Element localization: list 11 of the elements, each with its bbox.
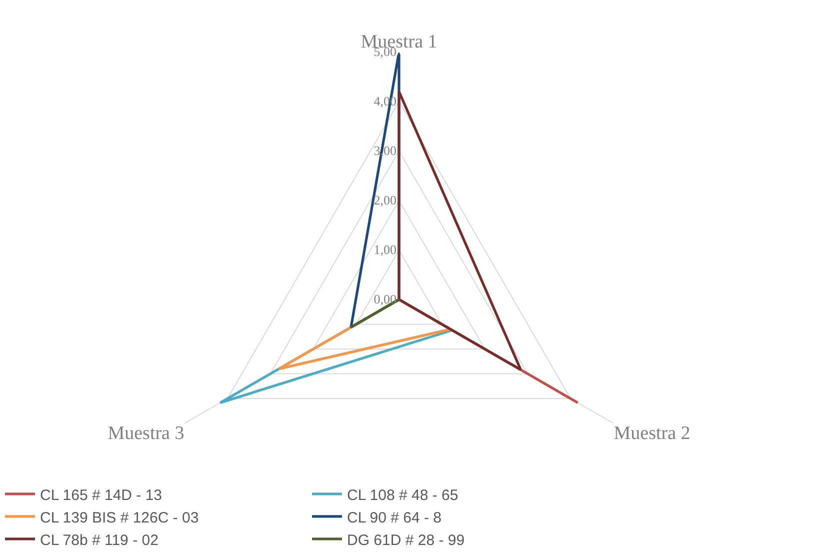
legend-label: CL 90 # 64 - 8 xyxy=(347,509,442,526)
y-tick-label: 0,00 xyxy=(374,292,397,307)
y-tick-label: 2,00 xyxy=(374,192,397,208)
legend-label: CL 78b # 119 - 02 xyxy=(40,532,158,549)
legend-label: DG 61D # 28 - 99 xyxy=(347,532,465,549)
spoke-label: Muestra 2 xyxy=(614,422,690,444)
legend-label: CL 165 # 14D - 13 xyxy=(40,486,162,504)
spoke-label: Muestra 3 xyxy=(108,422,184,444)
legend-label: CL 108 # 48 - 65 xyxy=(347,486,458,504)
y-tick-label: 1,00 xyxy=(374,242,397,258)
legend-label: CL 139 BIS # 126C - 03 xyxy=(40,509,199,526)
